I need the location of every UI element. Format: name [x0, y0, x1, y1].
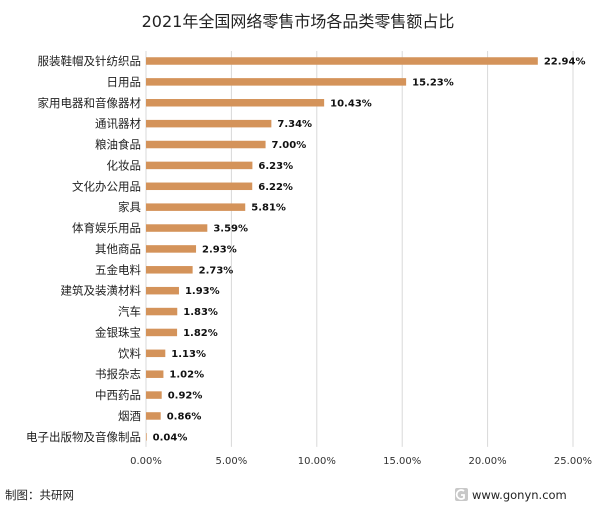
category-labels: 服装鞋帽及针纺织品日用品家用电器和音像器材通讯器材粮油食品化妆品文化办公用品家具… [26, 54, 141, 444]
x-tick-label: 15.00% [383, 456, 421, 467]
bar [146, 224, 208, 232]
chart-title: 2021年全国网络零售市场各品类零售额占比 [142, 12, 455, 31]
bar [146, 328, 178, 337]
category-label: 通讯器材 [95, 117, 141, 131]
bar [146, 119, 272, 128]
category-label: 电子出版物及音像制品 [26, 430, 141, 444]
gonyn-logo-icon [455, 488, 468, 501]
bar [146, 182, 253, 191]
x-tick-label: 5.00% [216, 456, 248, 467]
category-label: 烟酒 [118, 409, 141, 423]
bar [146, 307, 178, 316]
data-label: 10.43% [330, 98, 372, 109]
category-label: 文化办公用品 [72, 179, 141, 193]
category-label: 建筑及装潢材料 [61, 284, 142, 298]
bar [146, 286, 179, 295]
footer-source: 制图：共研网 [5, 488, 74, 502]
category-label: 中西药品 [95, 388, 141, 402]
x-tick-label: 20.00% [469, 456, 507, 467]
x-tick-label: 25.00% [554, 456, 592, 467]
data-label: 0.04% [153, 432, 188, 443]
data-label: 5.81% [251, 203, 286, 214]
category-label: 饮料 [118, 346, 141, 360]
bar [146, 433, 147, 441]
category-label: 金银珠宝 [95, 325, 141, 339]
bar [146, 391, 162, 399]
category-label: 日用品 [107, 75, 142, 89]
bar [146, 370, 164, 378]
category-label: 粮油食品 [95, 138, 141, 152]
data-label: 1.13% [171, 349, 206, 360]
footer: 制图：共研网 www.gonyn.com [5, 488, 567, 502]
category-label: 服装鞋帽及针纺织品 [38, 54, 142, 68]
data-label: 2.73% [199, 265, 234, 276]
category-label: 体育娱乐用品 [72, 221, 141, 235]
value-labels: 22.94% 15.23% 10.43% 7.34% 7.00% 6.23% 6.22% 5.… [153, 57, 586, 444]
bar [146, 78, 407, 86]
category-label: 其他商品 [95, 242, 141, 256]
category-label: 化妆品 [107, 158, 142, 172]
bar [146, 245, 197, 253]
data-label: 7.00% [272, 140, 307, 151]
bar [146, 57, 538, 65]
bar [146, 161, 253, 170]
x-tick-label: 0.00% [130, 456, 162, 467]
data-label: 1.93% [185, 286, 220, 297]
data-label: 7.34% [277, 119, 312, 130]
bar [146, 203, 246, 211]
data-label: 6.22% [258, 182, 293, 193]
data-label: 1.02% [169, 370, 204, 381]
bar [146, 140, 266, 149]
bar [146, 349, 166, 358]
data-label: 0.92% [168, 391, 203, 402]
bars [146, 57, 538, 441]
category-label: 书报杂志 [95, 367, 141, 381]
category-label: 家具 [118, 200, 141, 214]
x-axis-tick-labels: 0.00% 5.00% 10.00% 15.00% 20.00% 25.00% [130, 456, 592, 467]
data-label: 2.93% [202, 244, 237, 255]
data-label: 3.59% [213, 224, 248, 235]
category-label: 家用电器和音像器材 [38, 96, 142, 110]
bar [146, 99, 325, 107]
data-label: 15.23% [412, 77, 454, 88]
bar [146, 266, 193, 274]
bar [146, 412, 161, 420]
data-label: 6.23% [258, 161, 293, 172]
data-label: 22.94% [544, 57, 586, 68]
data-label: 0.86% [167, 411, 202, 422]
category-label: 汽车 [118, 305, 141, 319]
category-label: 五金电料 [95, 263, 141, 277]
data-label: 1.83% [183, 307, 218, 318]
footer-website: www.gonyn.com [472, 488, 567, 502]
gridlines [145, 51, 574, 447]
x-tick-label: 10.00% [298, 456, 336, 467]
data-label: 1.82% [183, 328, 218, 339]
